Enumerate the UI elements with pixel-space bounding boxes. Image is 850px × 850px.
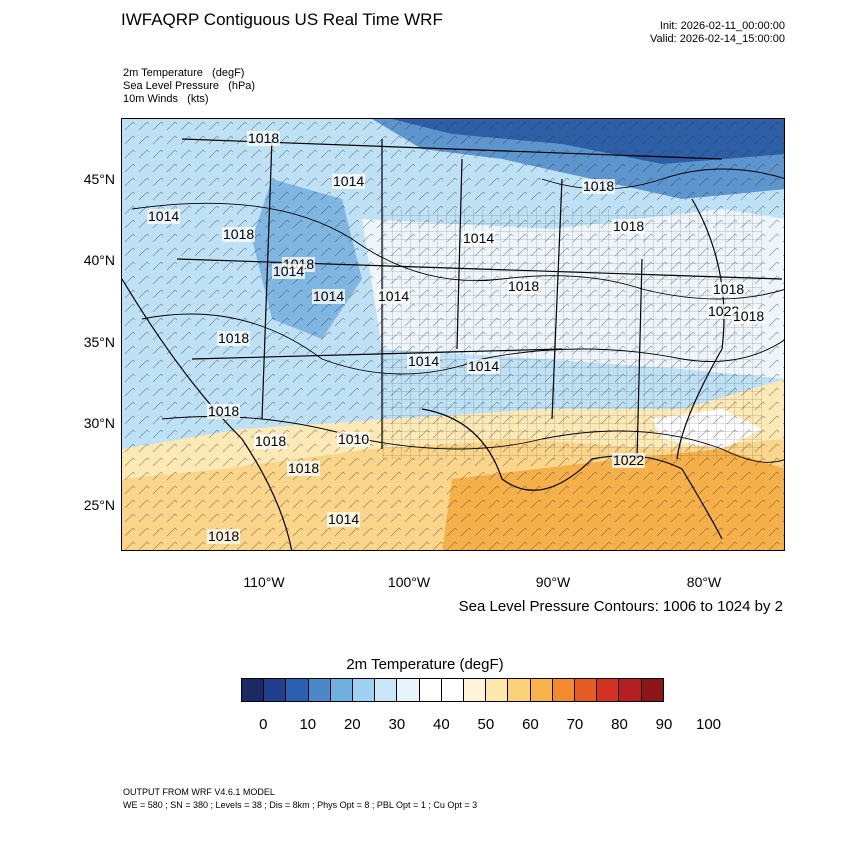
colorbar-swatch <box>286 679 309 701</box>
colorbar-swatch <box>619 679 642 701</box>
colorbar-tick-label: 90 <box>655 716 673 733</box>
isobar-label: 1010 <box>337 431 371 447</box>
colorbar-tick-label: 40 <box>433 716 450 733</box>
colorbar-swatch <box>508 679 531 701</box>
colorbar-tick-label: 50 <box>477 716 495 733</box>
colorbar <box>241 678 664 702</box>
colorbar-tick-label: 10 <box>299 716 317 733</box>
colorbar-tick-label: 20 <box>343 716 361 733</box>
colorbar-tick-label: 80 <box>611 716 628 733</box>
lat-label-35: 35°N <box>83 334 115 350</box>
field-label-temperature: 2m Temperature (degF) <box>123 67 245 79</box>
field-label-pressure: Sea Level Pressure (hPa) <box>123 80 256 92</box>
colorbar-tick-label: 60 <box>522 716 539 733</box>
isobar-label: 1014 <box>272 263 306 279</box>
isobar-label: 1018 <box>612 218 646 234</box>
lon-label-110w: 110°W <box>243 574 285 590</box>
map-panel: 1018 1014 1014 1018 1014 1018 1018 1018 1014 1014… <box>121 118 785 551</box>
isobar-label: 1014 <box>377 288 411 304</box>
field-label-winds: 10m Winds (kts) <box>123 93 209 105</box>
isobar-label: 1018 <box>254 433 288 449</box>
config-footer: WE = 580 ; SN = 380 ; Levels = 38 ; Dis … <box>123 800 478 810</box>
contour-note: Sea Level Pressure Contours: 1006 to 102… <box>458 598 783 615</box>
isobar-label: 1014 <box>407 353 441 369</box>
colorbar-swatch <box>641 679 663 701</box>
colorbar-swatch <box>464 679 487 701</box>
colorbar-tick-label: 70 <box>566 716 584 733</box>
isobar-label: 1018 <box>287 460 321 476</box>
map-title: IWFAQRP Contiguous US Real Time WRF <box>121 10 443 29</box>
isobar-label: 1018 <box>712 281 746 297</box>
lat-label-45: 45°N <box>83 171 115 187</box>
isobar-label: 1018 <box>222 226 256 242</box>
isobar-label: 1014 <box>327 511 361 527</box>
colorbar-swatch <box>419 679 442 701</box>
colorbar-swatch <box>330 679 354 701</box>
colorbar-tick-label: 100 <box>696 716 722 733</box>
isobar-label: 1018 <box>582 178 616 194</box>
colorbar-swatch <box>264 679 287 701</box>
isobar-label: 1018 <box>207 403 241 419</box>
isobar-label: 1014 <box>467 358 501 374</box>
lon-label-90w: 90°W <box>535 574 571 590</box>
model-footer: OUTPUT FROM WRF V4.6.1 MODEL <box>123 787 275 797</box>
colorbar-swatch <box>441 679 465 701</box>
isobar-label: 1022 <box>612 452 646 468</box>
colorbar-swatch <box>597 679 620 701</box>
lon-label-100w: 100°W <box>387 574 431 590</box>
colorbar-swatch <box>397 679 420 701</box>
colorbar-swatch <box>552 679 576 701</box>
lat-label-40: 40°N <box>83 252 115 268</box>
colorbar-swatch <box>242 679 265 701</box>
colorbar-tick-label: 0 <box>259 716 268 733</box>
isobar-label: 1018 <box>247 130 281 146</box>
valid-time: Valid: 2026-02-14_15:00:00 <box>650 33 785 45</box>
colorbar-tick-label: 30 <box>388 716 406 733</box>
colorbar-swatch <box>575 679 598 701</box>
lat-label-25: 25°N <box>83 497 115 513</box>
isobar-label: 1018 <box>732 308 766 324</box>
lat-label-30: 30°N <box>83 415 115 431</box>
init-time: Init: 2026-02-11_00:00:00 <box>659 20 785 32</box>
colorbar-swatch <box>308 679 331 701</box>
colorbar-title: 2m Temperature (degF) <box>346 656 504 673</box>
isobar-label: 1014 <box>462 230 496 246</box>
isobar-label: 1014 <box>312 288 346 304</box>
isobar-label: 1014 <box>147 208 181 224</box>
colorbar-swatch <box>375 679 398 701</box>
lon-label-80w: 80°W <box>686 574 722 590</box>
isobar-label: 1018 <box>507 278 541 294</box>
isobar-label: 1018 <box>217 330 251 346</box>
colorbar-swatch <box>486 679 509 701</box>
isobar-label: 1014 <box>332 173 366 189</box>
isobar-label: 1018 <box>207 528 241 544</box>
colorbar-swatch <box>353 679 376 701</box>
colorbar-swatch <box>530 679 553 701</box>
isobar-label: 1022 <box>707 303 741 319</box>
